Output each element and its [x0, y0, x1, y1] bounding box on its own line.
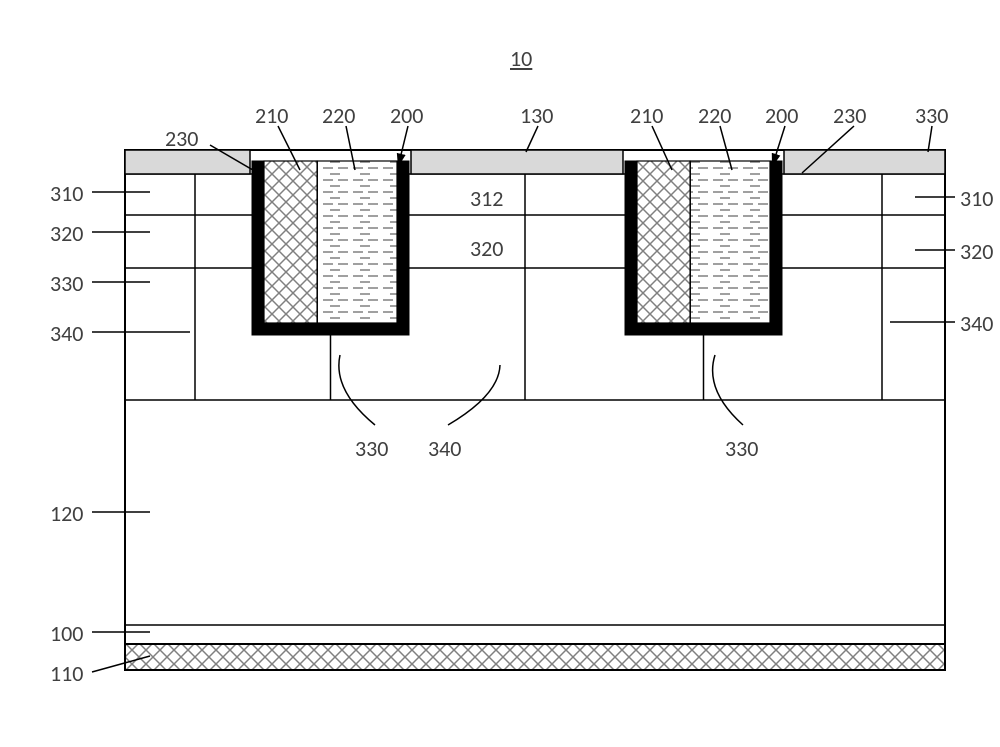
- top_row-6: 220: [698, 102, 731, 129]
- right_col-1: 320: [960, 238, 993, 265]
- top_row-5: 210: [630, 102, 663, 129]
- top_row-7: 200: [765, 102, 798, 129]
- left_col-6: 110: [50, 660, 83, 687]
- top_row-3: 200: [390, 102, 423, 129]
- top_row-8: 230: [833, 102, 866, 129]
- figure-title: 10: [510, 45, 532, 72]
- top_row-9: 330: [915, 102, 948, 129]
- left_col-0: 310: [50, 180, 83, 207]
- top_row-4: 130: [520, 102, 553, 129]
- figure-container: 10 230 210 220 200 130 210 220 200 230 330 310 320 3…: [20, 20, 1000, 727]
- mid-2: 330: [355, 435, 388, 462]
- right_col-2: 340: [960, 310, 993, 337]
- top_row-1: 210: [255, 102, 288, 129]
- top_row-0: 230: [165, 125, 198, 152]
- mid-4: 330: [725, 435, 758, 462]
- left_col-3: 340: [50, 320, 83, 347]
- mid-3: 340: [428, 435, 461, 462]
- left_col-5: 100: [50, 620, 83, 647]
- left_col-4: 120: [50, 500, 83, 527]
- mid-1: 320: [470, 235, 503, 262]
- top_row-2: 220: [322, 102, 355, 129]
- left_col-1: 320: [50, 220, 83, 247]
- mid-0: 312: [470, 185, 503, 212]
- right_col-0: 310: [960, 185, 993, 212]
- left_col-2: 330: [50, 270, 83, 297]
